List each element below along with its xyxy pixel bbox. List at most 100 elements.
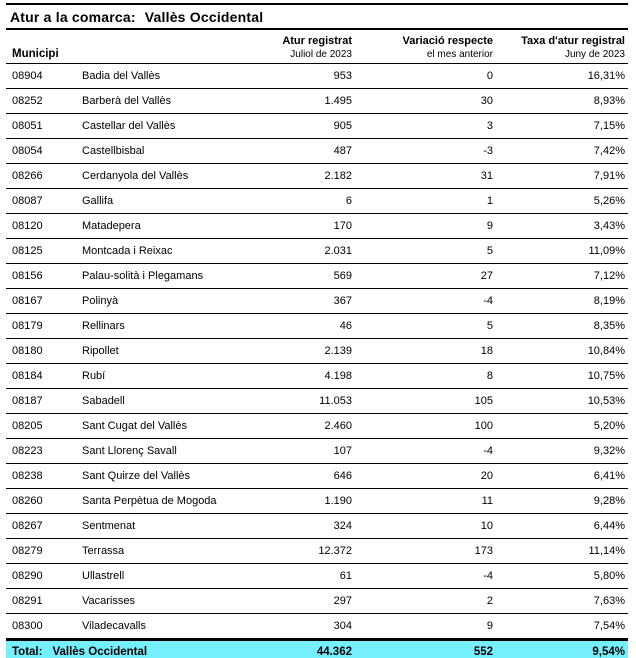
cell-registered-unemployment: 2.139 — [324, 345, 352, 357]
cell-registered-unemployment: 12.372 — [318, 545, 352, 557]
cell-municipality-name: Ullastrell — [82, 570, 125, 582]
cell-unemployment-rate: 3,43% — [593, 220, 625, 232]
cell-municipality-name: Barberà del Vallès — [82, 95, 172, 107]
cell-municipality-code: 08180 — [12, 345, 43, 357]
cell-unemployment-rate: 7,15% — [593, 120, 625, 132]
cell-registered-unemployment: 2.031 — [324, 245, 352, 257]
cell-monthly-variation: 1 — [486, 195, 493, 207]
cell-municipality-code: 08300 — [12, 620, 43, 632]
table-row: 08290 Ullastrell 61 -4 5,80% — [6, 564, 628, 589]
table-header: Municipi Atur registrat Juliol de 2023 V… — [6, 30, 628, 64]
cell-monthly-variation: 30 — [480, 95, 493, 107]
page-title-label: Atur a la comarca: — [10, 9, 136, 25]
cell-municipality-name: Palau-solità i Plegamans — [82, 270, 204, 282]
cell-registered-unemployment: 304 — [333, 620, 352, 632]
cell-municipality-name: Sant Llorenç Savall — [82, 445, 177, 457]
cell-municipality-name: Sant Quirze del Vallès — [82, 470, 191, 482]
cell-registered-unemployment: 1.190 — [324, 495, 352, 507]
cell-municipality-code: 08290 — [12, 570, 43, 582]
cell-unemployment-rate: 7,54% — [593, 620, 625, 632]
cell-municipality-code: 08205 — [12, 420, 43, 432]
cell-unemployment-rate: 10,75% — [587, 370, 625, 382]
cell-municipality-code: 08120 — [12, 220, 43, 232]
cell-unemployment-rate: 5,80% — [593, 570, 625, 582]
cell-monthly-variation: -3 — [483, 145, 493, 157]
cell-municipality-name: Rubí — [82, 370, 106, 382]
column-header-variation-label: Variació respecte — [402, 35, 493, 47]
cell-municipality-name: Montcada i Reixac — [82, 245, 173, 257]
cell-municipality-code: 08252 — [12, 95, 43, 107]
page-title: Atur a la comarca: Vallès Occidental — [6, 3, 628, 30]
table-row: 08260 Santa Perpètua de Mogoda 1.190 11 … — [6, 489, 628, 514]
column-header-variation: Variació respecte el mes anterior — [355, 35, 496, 61]
table-row: 08187 Sabadell 11.053 105 10,53% — [6, 389, 628, 414]
page-title-value: Vallès Occidental — [144, 9, 264, 25]
cell-unemployment-rate: 7,91% — [593, 170, 625, 182]
cell-registered-unemployment: 61 — [339, 570, 352, 582]
cell-registered-unemployment: 4.198 — [324, 370, 352, 382]
total-label: Total: — [12, 646, 43, 658]
cell-municipality-code: 08187 — [12, 395, 43, 407]
cell-unemployment-rate: 16,31% — [587, 70, 625, 82]
cell-registered-unemployment: 487 — [333, 145, 352, 157]
cell-unemployment-rate: 8,93% — [593, 95, 625, 107]
table-row: 08904 Badia del Vallès 953 0 16,31% — [6, 64, 628, 89]
cell-municipality-code: 08167 — [12, 295, 43, 307]
cell-registered-unemployment: 11.053 — [319, 395, 352, 407]
cell-registered-unemployment: 107 — [333, 445, 352, 457]
cell-monthly-variation: 173 — [474, 545, 493, 557]
cell-municipality-code: 08087 — [12, 195, 43, 207]
cell-municipality-code: 08184 — [12, 370, 43, 382]
cell-unemployment-rate: 10,84% — [587, 345, 625, 357]
cell-unemployment-rate: 11,14% — [588, 545, 626, 557]
cell-monthly-variation: -4 — [483, 570, 493, 582]
cell-unemployment-rate: 7,63% — [593, 595, 625, 607]
cell-monthly-variation: 2 — [486, 595, 493, 607]
cell-municipality-name: Cerdanyola del Vallès — [82, 170, 189, 182]
total-row: Total: Vallès Occidental 44.362 552 9,54% — [6, 639, 628, 658]
total-label-cell: Total: Vallès Occidental — [6, 641, 235, 658]
cell-municipality-name: Matadepera — [82, 220, 141, 232]
cell-unemployment-rate: 10,53% — [587, 395, 625, 407]
cell-municipality-name: Santa Perpètua de Mogoda — [82, 495, 217, 507]
cell-registered-unemployment: 953 — [333, 70, 352, 82]
cell-registered-unemployment: 6 — [345, 195, 352, 207]
cell-municipality-name: Badia del Vallès — [82, 70, 161, 82]
table-row: 08120 Matadepera 170 9 3,43% — [6, 214, 628, 239]
total-registered-unemployment: 44.362 — [316, 646, 352, 658]
cell-unemployment-rate: 5,20% — [593, 420, 625, 432]
table-row: 08167 Polinyà 367 -4 8,19% — [6, 289, 628, 314]
cell-municipality-code: 08267 — [12, 520, 43, 532]
column-header-rate-label: Taxa d'atur registral — [521, 35, 625, 47]
table-body: 08904 Badia del Vallès 953 0 16,31% 0825… — [6, 64, 628, 639]
table-row: 08179 Rellinars 46 5 8,35% — [6, 314, 628, 339]
cell-municipality-code: 08266 — [12, 170, 43, 182]
table-row: 08180 Ripollet 2.139 18 10,84% — [6, 339, 628, 364]
cell-registered-unemployment: 905 — [333, 120, 352, 132]
cell-unemployment-rate: 8,19% — [593, 295, 625, 307]
cell-unemployment-rate: 6,41% — [593, 470, 625, 482]
cell-monthly-variation: 3 — [486, 120, 493, 132]
cell-unemployment-rate: 11,09% — [588, 245, 626, 257]
cell-municipality-code: 08125 — [12, 245, 43, 257]
cell-monthly-variation: 9 — [486, 220, 493, 232]
column-header-rate: Taxa d'atur registral Juny de 2023 — [496, 35, 628, 61]
cell-municipality-code: 08051 — [12, 120, 43, 132]
table-row: 08205 Sant Cugat del Vallès 2.460 100 5,… — [6, 414, 628, 439]
column-header-municipality: Municipi — [12, 48, 59, 60]
cell-monthly-variation: 9 — [486, 620, 493, 632]
cell-municipality-code: 08054 — [12, 145, 43, 157]
table-row: 08267 Sentmenat 324 10 6,44% — [6, 514, 628, 539]
cell-unemployment-rate: 9,32% — [593, 445, 625, 457]
column-header-rate-sublabel: Juny de 2023 — [564, 49, 625, 60]
total-unemployment-rate: 9,54% — [592, 646, 625, 658]
cell-municipality-name: Gallifa — [82, 195, 114, 207]
cell-registered-unemployment: 170 — [333, 220, 352, 232]
table-row: 08051 Castellar del Vallès 905 3 7,15% — [6, 114, 628, 139]
cell-registered-unemployment: 46 — [339, 320, 352, 332]
cell-monthly-variation: 18 — [480, 345, 493, 357]
table-row: 08184 Rubí 4.198 8 10,75% — [6, 364, 628, 389]
cell-registered-unemployment: 324 — [333, 520, 352, 532]
cell-municipality-name: Polinyà — [82, 295, 119, 307]
cell-municipality-code: 08904 — [12, 70, 43, 82]
